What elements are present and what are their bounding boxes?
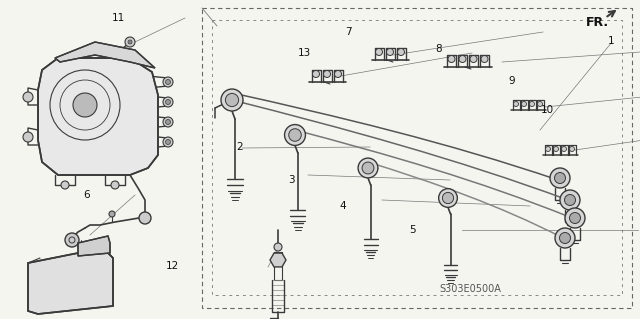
Circle shape (65, 233, 79, 247)
Circle shape (163, 77, 173, 87)
Polygon shape (270, 253, 286, 267)
Text: 4: 4 (339, 201, 346, 211)
Circle shape (387, 48, 394, 56)
Text: 6: 6 (83, 189, 90, 200)
Circle shape (109, 211, 115, 217)
Circle shape (323, 70, 330, 78)
Circle shape (513, 101, 518, 107)
Circle shape (274, 243, 282, 251)
Circle shape (561, 146, 566, 152)
Circle shape (560, 190, 580, 210)
Text: 3: 3 (288, 175, 294, 185)
Text: 9: 9 (509, 76, 515, 86)
Text: 10: 10 (541, 105, 554, 115)
Polygon shape (28, 248, 113, 314)
Circle shape (289, 129, 301, 141)
Text: 8: 8 (435, 44, 442, 55)
Circle shape (570, 146, 575, 152)
Circle shape (125, 37, 135, 47)
Circle shape (163, 137, 173, 147)
Text: 7: 7 (346, 27, 352, 37)
Circle shape (362, 162, 374, 174)
Circle shape (221, 89, 243, 111)
Circle shape (163, 97, 173, 107)
Circle shape (554, 173, 566, 183)
Circle shape (335, 70, 342, 78)
Circle shape (554, 146, 559, 152)
Circle shape (565, 208, 585, 228)
Circle shape (139, 212, 151, 224)
Polygon shape (55, 42, 155, 68)
Circle shape (570, 212, 580, 224)
Circle shape (285, 124, 305, 145)
Circle shape (459, 56, 466, 63)
Circle shape (111, 181, 119, 189)
Circle shape (61, 181, 69, 189)
Circle shape (522, 101, 527, 107)
Polygon shape (38, 58, 158, 175)
Circle shape (550, 168, 570, 188)
Circle shape (166, 120, 170, 124)
Circle shape (529, 101, 534, 107)
Circle shape (538, 101, 543, 107)
Circle shape (564, 195, 575, 205)
Text: S303E0500A: S303E0500A (440, 284, 501, 294)
Polygon shape (78, 236, 110, 256)
Circle shape (397, 48, 404, 56)
Text: 12: 12 (166, 261, 179, 271)
Circle shape (545, 146, 550, 152)
Circle shape (23, 132, 33, 142)
Circle shape (559, 233, 570, 243)
Circle shape (448, 56, 455, 63)
Circle shape (555, 228, 575, 248)
Circle shape (438, 189, 458, 207)
Text: 13: 13 (298, 48, 310, 58)
Text: 1: 1 (608, 36, 614, 47)
Text: 11: 11 (112, 12, 125, 23)
Text: FR.: FR. (586, 16, 609, 28)
Circle shape (481, 56, 488, 63)
Circle shape (376, 48, 383, 56)
Circle shape (166, 139, 170, 145)
Circle shape (470, 56, 477, 63)
Circle shape (163, 117, 173, 127)
Circle shape (166, 79, 170, 85)
Circle shape (358, 158, 378, 178)
Circle shape (73, 93, 97, 117)
Circle shape (166, 100, 170, 105)
Circle shape (442, 192, 454, 204)
Text: 2: 2 (237, 142, 243, 152)
Text: 5: 5 (410, 225, 416, 235)
Circle shape (312, 70, 319, 78)
Circle shape (225, 93, 239, 107)
Circle shape (23, 92, 33, 102)
Circle shape (128, 40, 132, 44)
